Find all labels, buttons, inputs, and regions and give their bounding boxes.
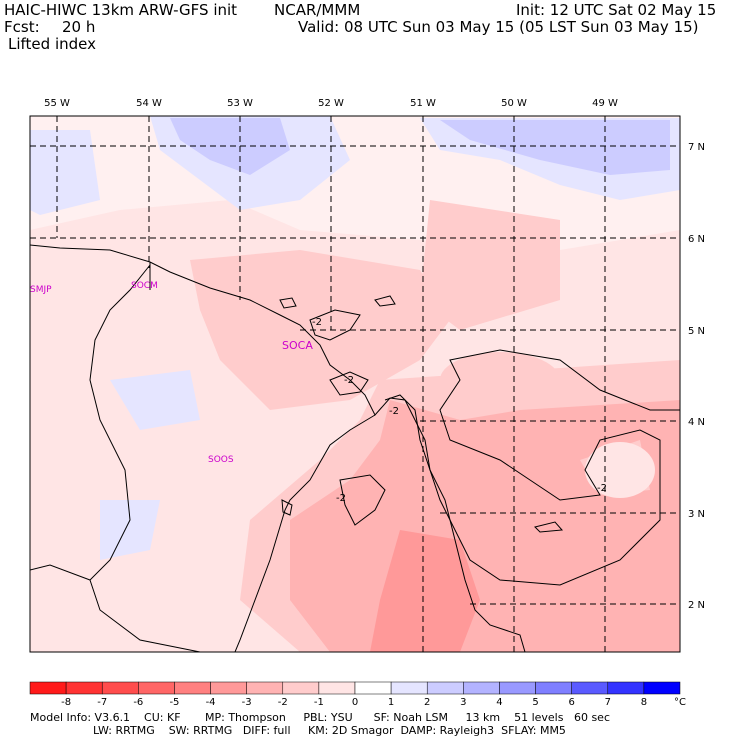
colorbar-label: 0 — [352, 697, 358, 708]
field-negative-7 — [440, 352, 560, 408]
colorbar-swatch — [282, 681, 320, 695]
field-negative-2 — [420, 200, 560, 330]
lat-label: 6 N — [688, 234, 705, 245]
field-positive-4 — [440, 120, 670, 175]
colorbar-label: 4 — [496, 697, 502, 708]
colorbar-label: -7 — [97, 697, 107, 708]
field-positive-6 — [110, 370, 200, 430]
lat-label: 3 N — [688, 509, 705, 520]
colorbar-swatch — [138, 681, 175, 695]
field-negative-5 — [370, 530, 480, 652]
lon-label: 51 W — [410, 98, 436, 109]
lat-label: 4 N — [688, 417, 705, 428]
colorbar-swatch — [101, 681, 139, 695]
colorbar-label: -3 — [242, 697, 252, 708]
station-label: SOCM — [131, 281, 158, 291]
lon-label: 55 W — [44, 98, 70, 109]
model-info-line1: Model Info: V3.6.1 CU: KF MP: Thompson P… — [30, 711, 610, 724]
colorbar-unit: °C — [674, 697, 686, 708]
colorbar-swatch — [390, 681, 428, 695]
contour-line — [279, 297, 297, 309]
org-label: NCAR/MMM — [274, 1, 361, 19]
contour-labels: -2 -2 -2 -2 -2 — [312, 317, 607, 504]
latitude-labels: 7 N 6 N 5 N 4 N 3 N 2 N — [688, 142, 705, 611]
colorbar-label: -1 — [314, 697, 324, 708]
colorbar — [29, 681, 681, 695]
lon-label: 54 W — [136, 98, 162, 109]
lat-label: 5 N — [688, 326, 705, 337]
contour-line — [339, 474, 386, 526]
longitude-labels: 55 W 54 W 53 W 52 W 51 W 50 W 49 W — [44, 98, 618, 109]
colorbar-swatch — [246, 681, 284, 695]
contour-label: -2 — [312, 317, 322, 328]
contour-line — [329, 371, 369, 396]
map-frame — [29, 115, 681, 653]
forecast-hour: 20 h — [62, 18, 96, 36]
valid-time: Valid: 08 UTC Sun 03 May 15 (05 LST Sun … — [298, 18, 699, 36]
lat-label: 7 N — [688, 142, 705, 153]
model-info-line2: LW: RRTMG SW: RRTMG DIFF: full KM: 2D Sm… — [30, 724, 566, 737]
contour-line — [374, 295, 396, 307]
colorbar-label: 7 — [605, 697, 611, 708]
colorbar-swatch — [535, 681, 572, 695]
contour-label: -2 — [336, 493, 346, 504]
border-west — [89, 264, 201, 652]
colorbar-swatch — [499, 681, 536, 695]
contour-line — [534, 521, 564, 533]
contour-label: -2 — [597, 483, 607, 494]
colorbar-swatch — [318, 681, 356, 695]
coastline — [30, 244, 526, 652]
field-positive-7 — [100, 500, 160, 560]
colorbar-label: -2 — [278, 697, 288, 708]
graticule — [30, 116, 680, 652]
field-name: Lifted index — [8, 35, 96, 53]
station-label: SOOS — [208, 455, 234, 465]
contour-label: -2 — [344, 375, 354, 386]
colorbar-label: -8 — [61, 697, 71, 708]
colorbar-label: -6 — [133, 697, 143, 708]
colorbar-label: -5 — [169, 697, 179, 708]
border-south — [30, 564, 91, 581]
colorbar-swatch — [354, 681, 392, 695]
lat-label: 2 N — [688, 600, 705, 611]
colorbar-label: 5 — [532, 697, 538, 708]
colorbar-label: 3 — [460, 697, 466, 708]
field-near-zero-2 — [585, 442, 655, 498]
colorbar-label: 8 — [641, 697, 647, 708]
colorbar-swatch — [426, 681, 464, 695]
colorbar-label: 1 — [388, 697, 394, 708]
init-time: Init: 12 UTC Sat 02 May 15 — [516, 1, 717, 19]
colorbar-swatch — [29, 681, 67, 695]
colorbar-swatch — [174, 681, 211, 695]
contour-line — [384, 349, 680, 586]
colorbar-swatch — [643, 681, 681, 695]
forecast-label: Fcst: — [4, 18, 40, 36]
colorbar-label: 6 — [568, 697, 574, 708]
model-title: HAIC-HIWC 13km ARW-GFS init — [4, 1, 238, 19]
contour-line — [281, 499, 293, 516]
station-label: SMJP — [30, 285, 52, 295]
colorbar-swatch — [210, 681, 247, 695]
colorbar-swatch — [65, 681, 103, 695]
stations: SMJP SOCM SOCA SOOS — [30, 281, 313, 465]
colorbar-swatch — [607, 681, 645, 695]
lon-label: 50 W — [501, 98, 527, 109]
colorbar-swatch — [463, 681, 500, 695]
field-positive-5 — [30, 130, 100, 215]
station-label: SOCA — [282, 339, 313, 352]
lon-label: 49 W — [592, 98, 618, 109]
border-east — [234, 414, 376, 652]
contour-label: -2 — [389, 406, 399, 417]
colorbar-label: -4 — [206, 697, 216, 708]
lon-label: 52 W — [318, 98, 344, 109]
lon-label: 53 W — [227, 98, 253, 109]
colorbar-swatch — [571, 681, 609, 695]
colorbar-label: 2 — [424, 697, 430, 708]
colorbar-labels: -8 -7 -6 -5 -4 -3 -2 -1 0 1 2 3 4 5 6 7 8 °C — [61, 697, 686, 708]
